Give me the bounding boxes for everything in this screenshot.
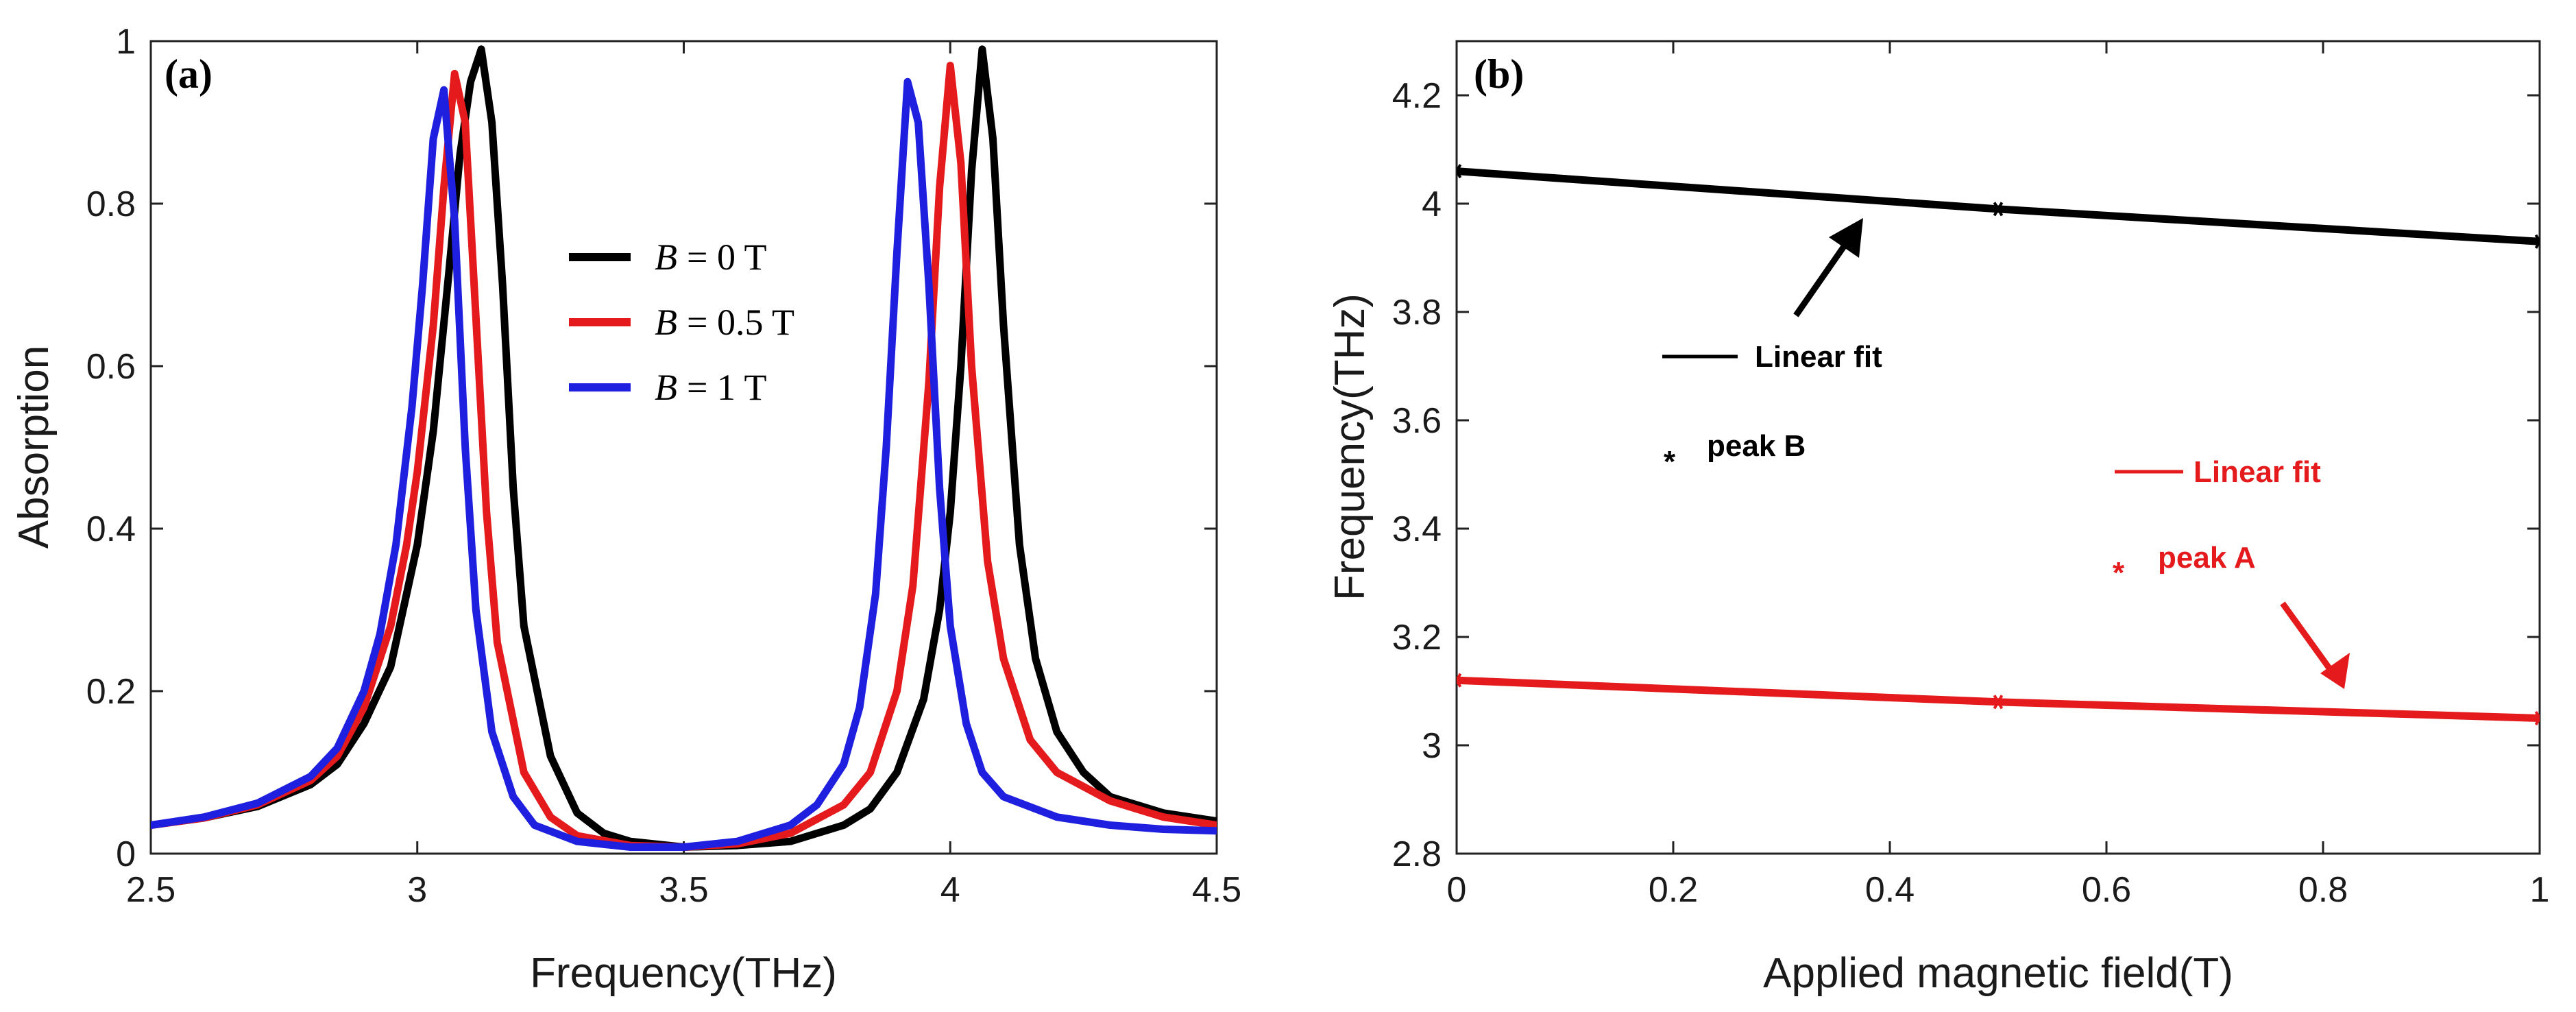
panel-a-chart: 2.5 3 3.5 4 4.5 0 0.2 0.4 0.6 0.8 1 (a) Frequency… xyxy=(10,22,1241,997)
arrow-to-peak-a-line xyxy=(2280,601,2350,689)
panel-b-x-tick-label: 0.8 xyxy=(2298,870,2348,910)
panel-b-x-tick-label: 0 xyxy=(1447,870,1467,910)
panel-a-series-lines xyxy=(151,45,1217,851)
arrow-to-peak-b-line xyxy=(1793,218,1863,317)
panel-b-y-tick-label: 3.4 xyxy=(1392,509,1442,549)
data-point-peak-b xyxy=(1991,202,2006,217)
data-point-peak-b xyxy=(2532,234,2540,249)
data-point-peak-b xyxy=(1457,164,1464,179)
legend-marker-peak-a: * xyxy=(2113,556,2125,590)
panel-b-y-tick-label: 2.8 xyxy=(1392,834,1442,874)
legend-entry-b1: B = 1 T xyxy=(569,367,766,408)
panel-a-y-tick-label: 0.6 xyxy=(86,347,136,387)
panel-a-x-tick-label: 3.5 xyxy=(659,870,708,910)
panel-a-x-ticks: 2.5 3 3.5 4 4.5 xyxy=(126,41,1241,910)
panel-b-series-lines xyxy=(1457,164,2540,726)
panel-b-y-ticks: 2.8 3 3.2 3.4 3.6 3.8 4 4.2 xyxy=(1392,76,2540,874)
panel-b-y-tick-label: 4.2 xyxy=(1392,76,1442,116)
panel-a-label: (a) xyxy=(165,51,212,97)
legend-label-black-fit: Linear fit xyxy=(1755,340,1882,374)
panel-a-y-tick-label: 1 xyxy=(116,22,136,62)
legend-label-red-fit: Linear fit xyxy=(2194,455,2321,489)
series-line-b-1-t xyxy=(151,77,1217,851)
panel-b-y-axis-label: Frequency(THz) xyxy=(1326,293,1374,601)
panel-b-x-tick-label: 1 xyxy=(2530,870,2550,910)
legend-label-peak-a: peak A xyxy=(2158,541,2256,575)
panel-b-y-tick-label: 3 xyxy=(1422,726,1442,766)
panel-a-legend: B = 0 T B = 0.5 T B = 1 T xyxy=(569,237,794,408)
panel-a-x-tick-label: 4.5 xyxy=(1192,870,1241,910)
legend-label-b1: B = 1 T xyxy=(655,367,766,408)
panel-b-y-tick-label: 3.6 xyxy=(1392,401,1442,441)
data-point-peak-a xyxy=(2532,710,2540,726)
panel-b-legend-black: Linear fit * peak B xyxy=(1662,340,1882,479)
panel-a-y-ticks: 0 0.2 0.4 0.6 0.8 1 xyxy=(86,22,1217,874)
panel-b-x-ticks: 0 0.2 0.4 0.6 0.8 1 xyxy=(1447,41,2550,910)
panel-a-y-tick-label: 0.4 xyxy=(86,509,136,549)
panel-a-plot-area xyxy=(149,40,1218,855)
panel-b-x-tick-label: 0.6 xyxy=(2082,870,2131,910)
legend-marker-peak-b: * xyxy=(1664,445,1676,479)
legend-entry-b0: B = 0 T xyxy=(569,237,766,278)
panel-a-y-tick-label: 0 xyxy=(116,834,136,874)
panel-b-label: (b) xyxy=(1474,51,1524,97)
panel-a-y-tick-label: 0.2 xyxy=(86,672,136,712)
panel-a-x-axis-label: Frequency(THz) xyxy=(530,950,837,997)
panel-b-x-tick-label: 0.4 xyxy=(1865,870,1915,910)
panel-b-y-tick-label: 4 xyxy=(1422,184,1442,224)
panel-a-y-tick-label: 0.8 xyxy=(86,184,136,224)
panel-b-y-tick-label: 3.2 xyxy=(1392,618,1442,658)
panel-a-y-axis-label: Absorption xyxy=(10,346,58,549)
legend-entry-b05: B = 0.5 T xyxy=(569,302,794,343)
panel-b-x-tick-label: 0.2 xyxy=(1649,870,1698,910)
data-point-peak-a xyxy=(1991,695,2006,710)
panel-a-x-tick-label: 2.5 xyxy=(126,870,175,910)
panel-b-plot-area xyxy=(1455,40,2541,855)
panel-b-y-tick-label: 3.8 xyxy=(1392,293,1442,333)
panel-a-x-tick-label: 3 xyxy=(407,870,427,910)
legend-label-b05: B = 0.5 T xyxy=(655,302,794,343)
panel-a-x-tick-label: 4 xyxy=(940,870,960,910)
panel-b-x-axis-label: Applied magnetic field(T) xyxy=(1763,950,2233,997)
panel-b-legend-red: Linear fit * peak A xyxy=(2113,455,2321,590)
legend-label-b0: B = 0 T xyxy=(655,237,766,278)
panel-b-chart: 0 0.2 0.4 0.6 0.8 1 2.833.23.43.63.844.2 (b) … xyxy=(1326,40,2550,997)
data-point-peak-a xyxy=(1457,673,1464,688)
legend-label-peak-b: peak B xyxy=(1707,429,1806,463)
